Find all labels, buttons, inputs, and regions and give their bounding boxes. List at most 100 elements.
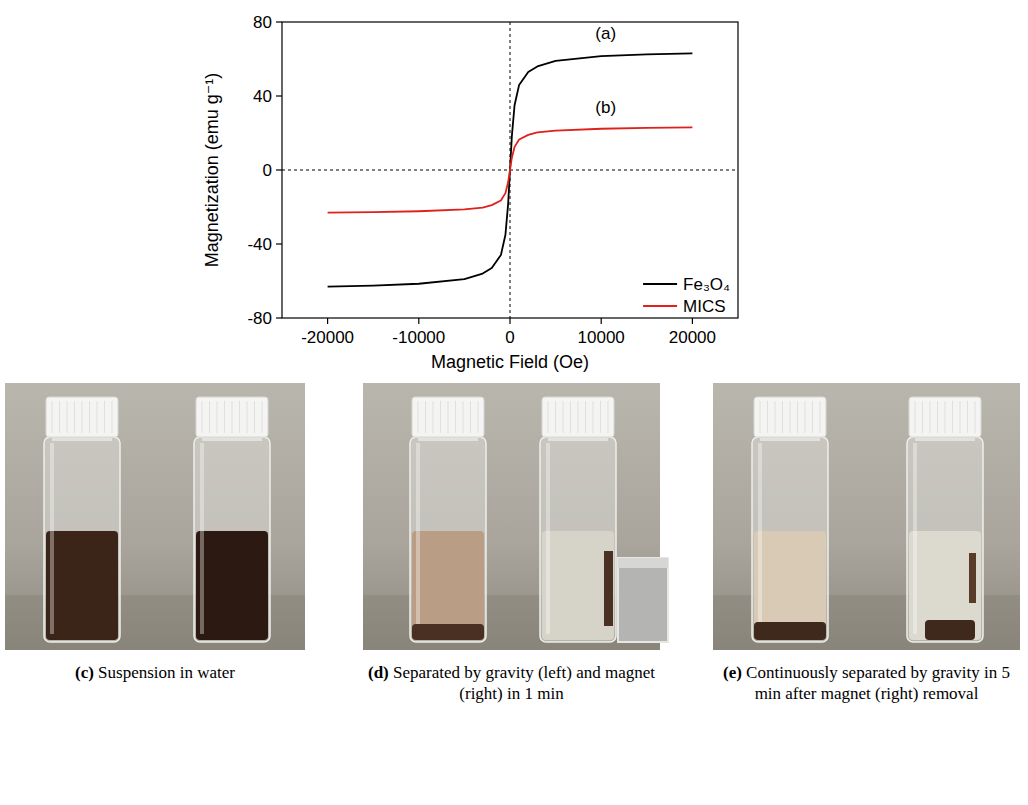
cap-ridge bbox=[247, 401, 248, 433]
cap-ridge bbox=[112, 401, 113, 433]
vial-cap bbox=[754, 397, 826, 437]
cap-ridge bbox=[937, 401, 938, 433]
panel-letter: (c) bbox=[75, 663, 94, 682]
vial-cap bbox=[412, 397, 484, 437]
cap-ridge bbox=[805, 401, 806, 433]
legend: Fe₃O₄MICS bbox=[643, 275, 730, 316]
cap-ridge bbox=[418, 401, 419, 433]
cap-ridge bbox=[915, 401, 916, 433]
panel-letter: (e) bbox=[723, 663, 742, 682]
cap-ridge bbox=[478, 401, 479, 433]
cap-ridge bbox=[254, 401, 255, 433]
vial-highlight bbox=[200, 443, 204, 634]
caption-text: Separated by gravity (left) and magnet (… bbox=[393, 663, 655, 703]
sediment bbox=[754, 622, 826, 640]
cap-ridge bbox=[239, 401, 240, 433]
cap-ridge bbox=[782, 401, 783, 433]
x-tick bbox=[327, 318, 328, 324]
photo-caption: (e) Continuously separated by gravity in… bbox=[717, 662, 1016, 704]
x-tick bbox=[692, 318, 693, 324]
vial-glass bbox=[907, 437, 983, 642]
vial-cap bbox=[46, 397, 118, 437]
vial-liquid bbox=[412, 531, 484, 640]
cap-ridge bbox=[104, 401, 105, 433]
vial-cap bbox=[909, 397, 981, 437]
cap-ridge bbox=[209, 401, 210, 433]
magnetic-deposit bbox=[604, 551, 613, 626]
cap-ridge bbox=[600, 401, 601, 433]
cap-ridge bbox=[760, 401, 761, 433]
vial-glass bbox=[194, 437, 270, 642]
cap-ridge bbox=[790, 401, 791, 433]
cap-ridge bbox=[578, 401, 579, 433]
cap-ridge bbox=[922, 401, 923, 433]
cap-ridge bbox=[563, 401, 564, 433]
cap-ridge bbox=[812, 401, 813, 433]
photo-background bbox=[363, 383, 660, 650]
sediment bbox=[412, 624, 484, 640]
photo-background bbox=[713, 383, 1020, 650]
vial-cap bbox=[542, 397, 614, 437]
vial-highlight bbox=[758, 443, 762, 634]
x-tick bbox=[509, 318, 510, 324]
y-tick bbox=[276, 243, 282, 244]
y-tick-label: -80 bbox=[247, 309, 272, 328]
cap-ridge bbox=[548, 401, 549, 433]
photo-panel bbox=[713, 383, 1020, 650]
vial-glass bbox=[44, 437, 120, 642]
vial-glass bbox=[752, 437, 828, 642]
legend-swatch bbox=[643, 305, 677, 307]
cap-ridge bbox=[797, 401, 798, 433]
photo-caption: (d) Separated by gravity (left) and magn… bbox=[367, 662, 656, 704]
series-line bbox=[328, 53, 693, 286]
vial-highlight bbox=[546, 443, 550, 634]
cap-ridge bbox=[960, 401, 961, 433]
magnetization-chart: -20000-1000001000020000-80-4004080Magnet… bbox=[202, 13, 738, 372]
vial-glass bbox=[410, 437, 486, 642]
cap-ridge bbox=[448, 401, 449, 433]
vial-liquid bbox=[754, 531, 826, 640]
y-tick-label: 40 bbox=[253, 87, 272, 106]
caption-text: Continuously separated by gravity in 5 m… bbox=[746, 663, 1010, 703]
plot-frame bbox=[282, 22, 738, 318]
x-axis-title: Magnetic Field (Oe) bbox=[431, 352, 589, 372]
x-tick bbox=[601, 318, 602, 324]
magnet bbox=[618, 558, 668, 642]
y-tick bbox=[276, 317, 282, 318]
cap-ridge bbox=[217, 401, 218, 433]
cap-ridge bbox=[593, 401, 594, 433]
cap-ridge bbox=[52, 401, 53, 433]
sediment bbox=[925, 620, 975, 640]
x-tick-label: 10000 bbox=[578, 328, 625, 347]
photo-background bbox=[5, 383, 305, 650]
cap-ridge bbox=[463, 401, 464, 433]
photo-caption: (c) Suspension in water bbox=[9, 662, 301, 683]
photo-panel bbox=[5, 383, 305, 650]
cap-ridge bbox=[97, 401, 98, 433]
x-tick-label: 20000 bbox=[669, 328, 716, 347]
y-axis-title: Magnetization (emu g⁻¹) bbox=[202, 73, 222, 268]
cap-ridge bbox=[470, 401, 471, 433]
vial-highlight bbox=[50, 443, 54, 634]
cap-ridge bbox=[232, 401, 233, 433]
magnetic-deposit bbox=[969, 553, 976, 603]
annotation: (a) bbox=[595, 24, 616, 43]
cap-ridge bbox=[952, 401, 953, 433]
cap-ridge bbox=[555, 401, 556, 433]
cap-ridge bbox=[945, 401, 946, 433]
legend-swatch bbox=[643, 283, 677, 285]
vial-liquid bbox=[46, 531, 118, 640]
series-group bbox=[328, 53, 693, 286]
series-line bbox=[328, 127, 693, 212]
cap-ridge bbox=[89, 401, 90, 433]
legend-label: Fe₃O₄ bbox=[683, 275, 730, 294]
magnet-top bbox=[618, 558, 668, 568]
cap-ridge bbox=[262, 401, 263, 433]
vial-highlight bbox=[913, 443, 917, 634]
cap-ridge bbox=[967, 401, 968, 433]
cap-ridge bbox=[425, 401, 426, 433]
cap-ridge bbox=[74, 401, 75, 433]
cap-ridge bbox=[930, 401, 931, 433]
vial-glass bbox=[540, 437, 616, 642]
vial-liquid bbox=[909, 531, 981, 640]
